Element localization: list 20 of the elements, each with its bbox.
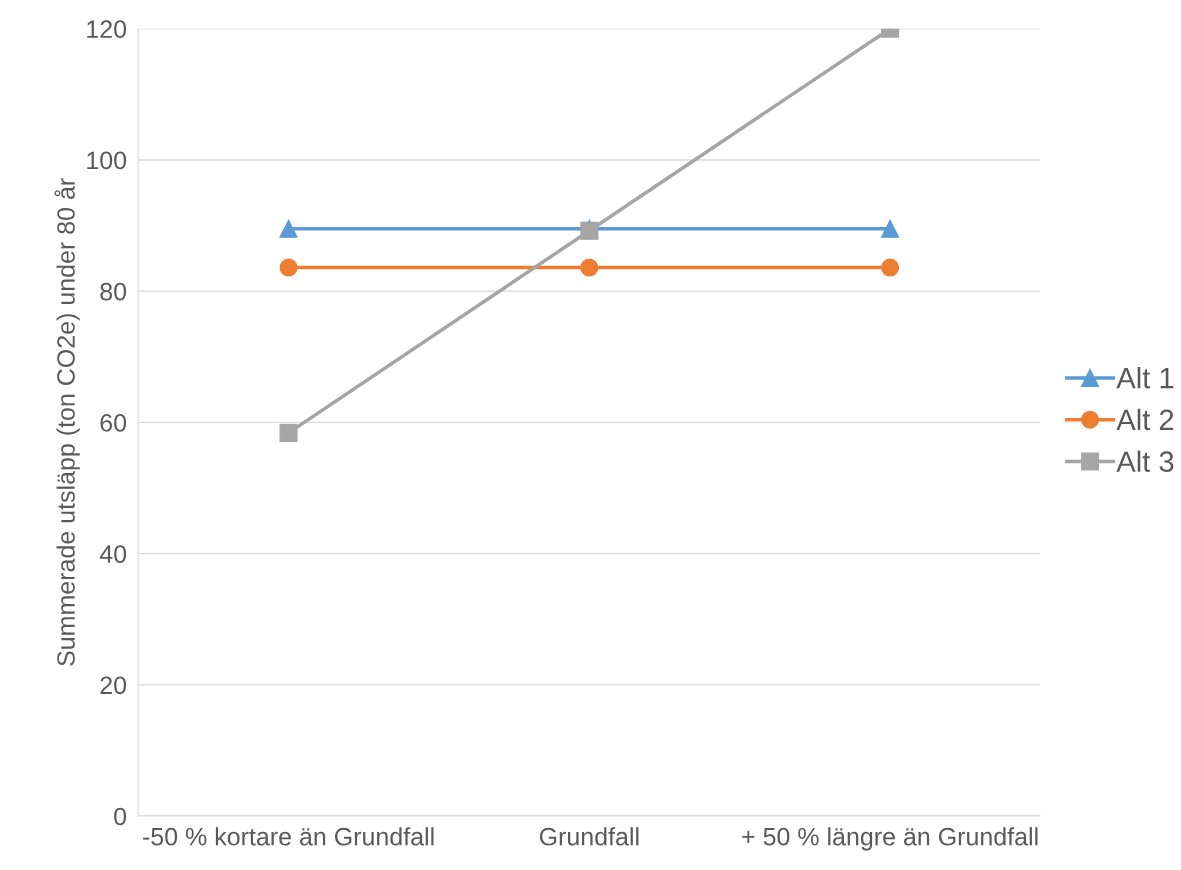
y-tick-label: 100 bbox=[87, 151, 127, 170]
point bbox=[279, 258, 298, 277]
point bbox=[279, 423, 298, 442]
point bbox=[279, 219, 298, 238]
y-tick-label: 120 bbox=[87, 20, 127, 39]
x-tick-label: -50 % kortare än Grundfall bbox=[143, 827, 434, 846]
x-tick-label: Grundfall bbox=[539, 827, 639, 846]
y-tick-label: 40 bbox=[99, 545, 127, 563]
y-tick-label: 20 bbox=[100, 676, 127, 695]
point bbox=[881, 258, 900, 277]
y-tick-label: 0 bbox=[114, 807, 127, 826]
y-axis-title: Summerade utsläpp (ton CO2e) under 80 år bbox=[54, 178, 80, 666]
point bbox=[881, 219, 900, 238]
legend-label: Alt 1 bbox=[1116, 367, 1174, 389]
y-tick-label: 60 bbox=[100, 413, 127, 432]
legend-label: Alt 3 bbox=[1116, 450, 1174, 472]
y-tick-label: 80 bbox=[100, 282, 127, 301]
legend-label: Alt 2 bbox=[1116, 408, 1174, 431]
x-tick-label: + 50 % längre än Grundfall bbox=[742, 827, 1038, 851]
point bbox=[580, 258, 599, 277]
